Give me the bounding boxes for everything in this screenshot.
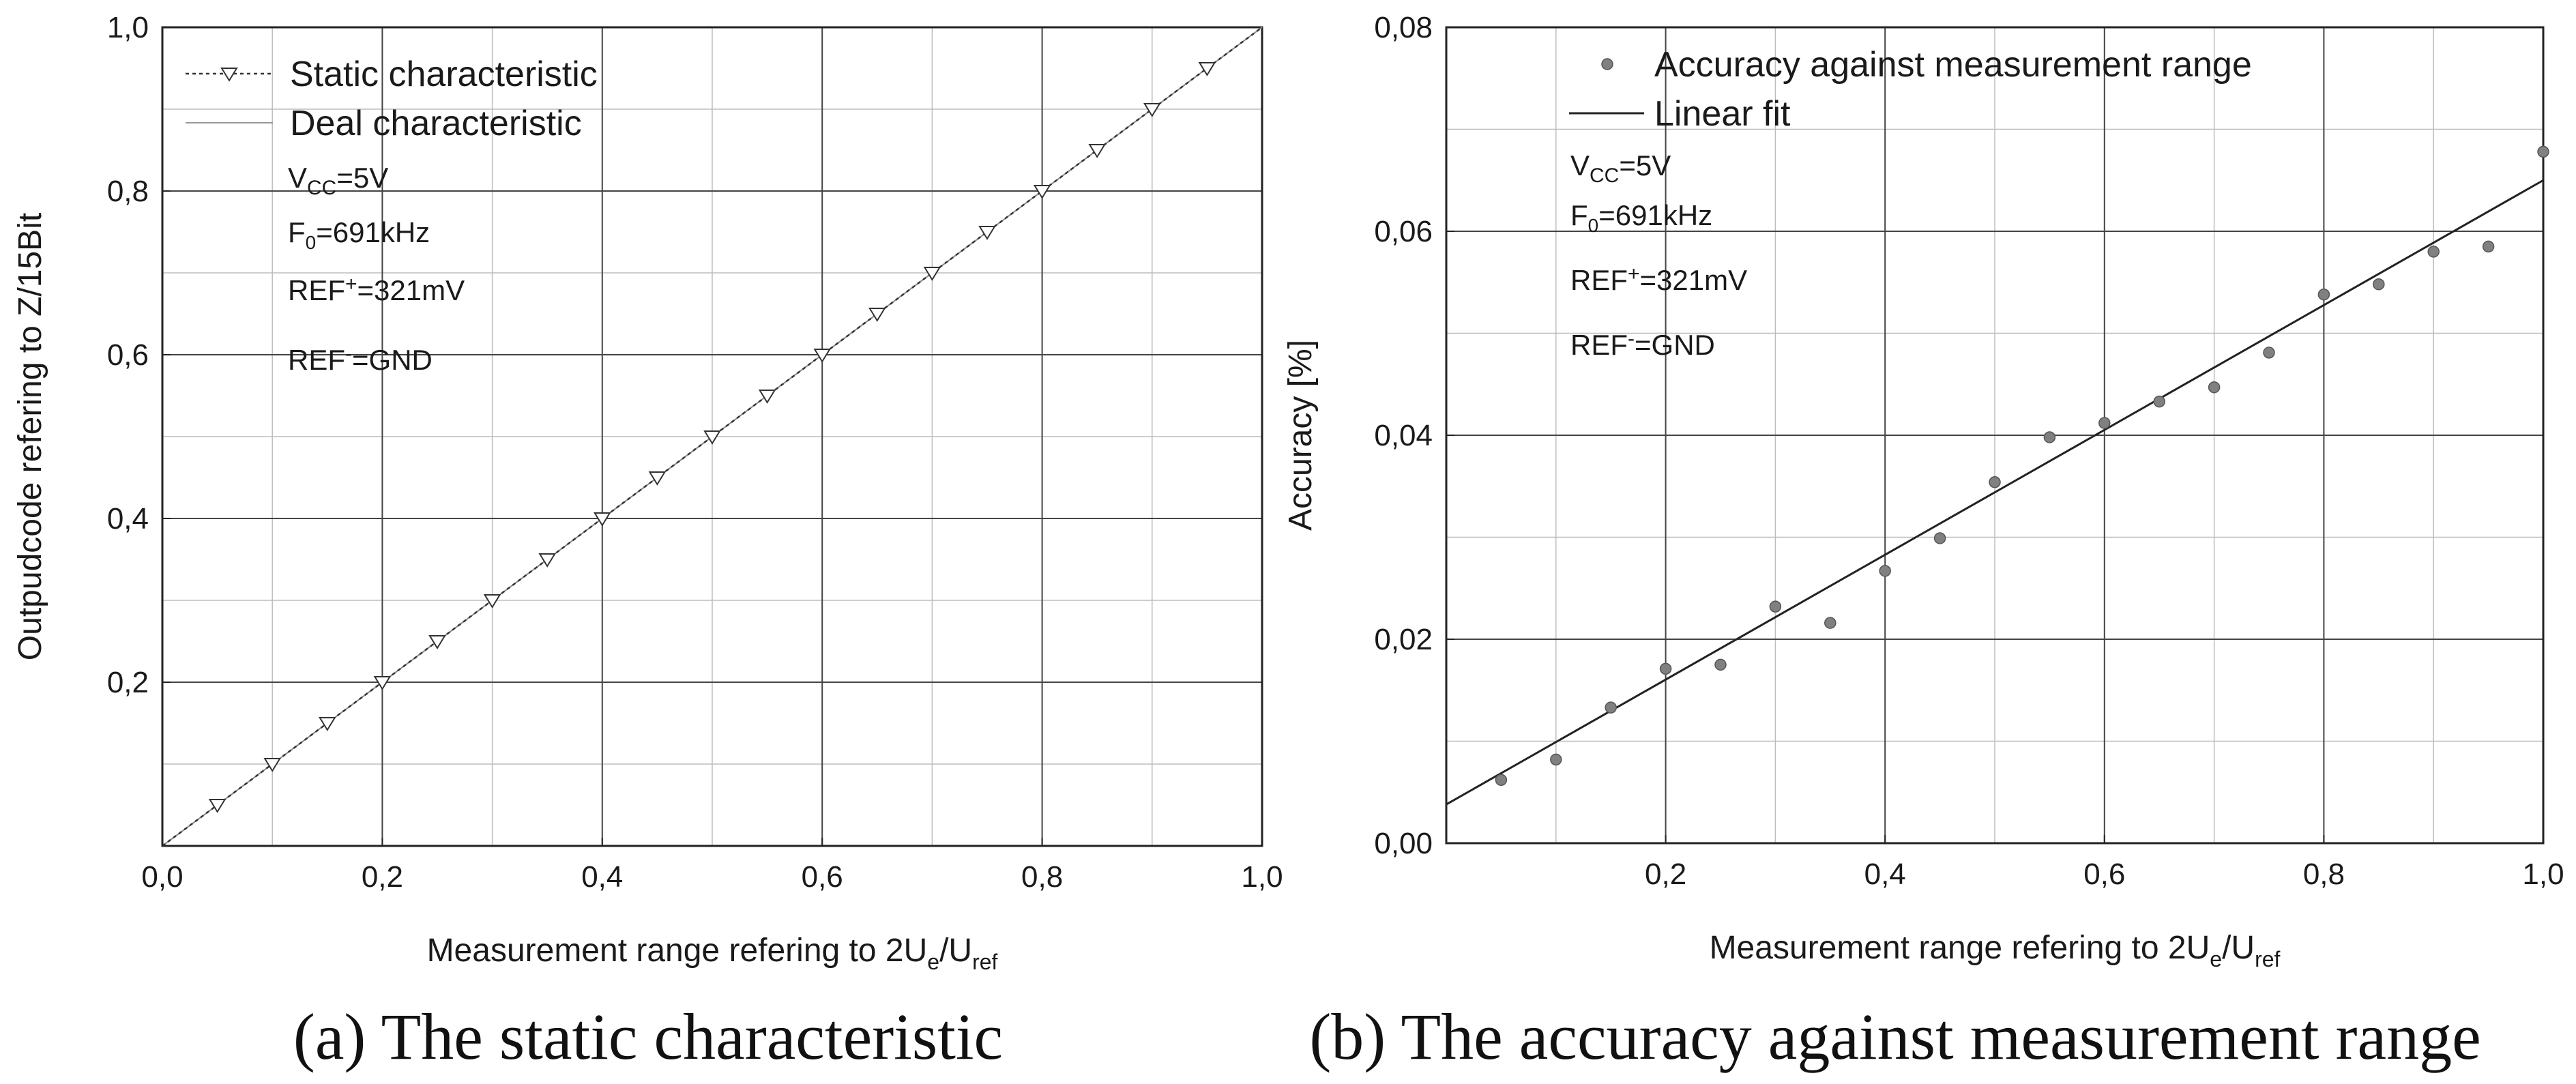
accuracy-point	[2153, 395, 2165, 408]
param-ref-plus: REF+=321mV	[1570, 263, 1747, 296]
chart-a-static-series	[162, 26, 1263, 847]
static-point	[1088, 144, 1106, 158]
static-point	[1198, 62, 1216, 76]
chart-a: 0,0 0,2 0,4 0,6 0,8 1,0 0,2 0,4 0,6 0,8 1,0 Stati…	[12, 11, 1283, 1073]
accuracy-point	[1659, 662, 1672, 675]
static-point	[648, 471, 667, 486]
chart-b-y-axis-label: Accuracy [%]	[1283, 340, 1319, 531]
accuracy-point	[1824, 617, 1836, 629]
param-f0: F0=691kHz	[288, 216, 430, 253]
chart-a-x-ticks: 0,0 0,2 0,4 0,6 0,8 1,0	[141, 838, 1283, 894]
y-tick-label: 0,6	[107, 338, 149, 372]
param-vcc: VCC=5V	[288, 162, 388, 199]
param-ref-plus: REF+=321mV	[288, 273, 465, 306]
x-tick-label: 0,0	[141, 860, 183, 894]
static-point	[1143, 103, 1161, 117]
x-tick-label: 0,2	[1645, 858, 1686, 891]
accuracy-point	[1495, 774, 1508, 787]
param-f0: F0=691kHz	[1570, 199, 1712, 236]
legend-static-marker	[220, 68, 238, 82]
accuracy-point	[2043, 431, 2056, 443]
legend-ideal-label: Deal characteristic	[290, 104, 582, 143]
accuracy-point	[2482, 240, 2495, 253]
x-tick-label: 1,0	[2522, 858, 2564, 891]
y-tick-label: 0,02	[1374, 623, 1433, 656]
static-point	[758, 390, 776, 404]
chart-a-grid	[162, 27, 1262, 846]
x-tick-label: 0,6	[802, 860, 843, 894]
accuracy-point	[1989, 476, 2001, 488]
y-tick-label: 0,00	[1374, 827, 1433, 860]
accuracy-point	[1550, 753, 1562, 766]
chart-a-y-axis-label: Outpudcode refering to Z/15Bit	[12, 213, 48, 660]
legend-fit-label: Linear fit	[1654, 94, 1791, 134]
static-point	[1033, 185, 1051, 199]
accuracy-point	[2317, 288, 2330, 301]
chart-b-y-ticks: 0,00 0,02 0,04 0,06 0,08	[1374, 11, 1454, 860]
y-tick-label: 0,04	[1374, 419, 1433, 452]
static-point	[428, 635, 446, 649]
static-point	[868, 308, 886, 322]
accuracy-point	[2537, 145, 2549, 158]
legend-accuracy-marker	[1601, 58, 1613, 70]
accuracy-point	[1605, 701, 1617, 714]
accuracy-point	[1879, 565, 1891, 577]
x-tick-label: 0,8	[1021, 860, 1063, 894]
chart-b-accuracy-series	[1495, 145, 2549, 787]
static-point	[703, 430, 721, 445]
static-point	[263, 758, 281, 772]
y-tick-label: 0,8	[107, 175, 149, 208]
y-tick-label: 0,06	[1374, 215, 1433, 248]
accuracy-point	[1769, 600, 1782, 613]
accuracy-point	[2208, 381, 2221, 394]
accuracy-point	[1714, 658, 1727, 671]
chart-a-y-ticks: 0,2 0,4 0,6 0,8 1,0	[107, 11, 171, 699]
static-point	[813, 349, 831, 363]
chart-a-x-axis-label: Measurement range refering to 2Ue/Uref	[427, 933, 998, 974]
accuracy-point	[2263, 347, 2275, 359]
static-point	[594, 512, 611, 527]
legend-static-label: Static characteristic	[290, 55, 598, 94]
chart-b-legend: Accuracy against measurement range Linea…	[1569, 45, 2252, 134]
chart-b-caption: (b) The accuracy against measurement ran…	[1309, 1000, 2480, 1073]
static-point	[978, 226, 996, 240]
chart-a-params: VCC=5V F0=691kHz REF+=321mV REF-=GND	[288, 162, 465, 376]
accuracy-point	[2427, 246, 2440, 258]
y-tick-label: 0,2	[107, 666, 149, 699]
accuracy-point	[2373, 278, 2385, 291]
static-point	[208, 799, 226, 813]
chart-b-params: VCC=5V F0=691kHz REF+=321mV REF-=GND	[1570, 149, 1747, 361]
chart-b: 0,2 0,4 0,6 0,8 1,0 0,00 0,02 0,04 0,06 0,08 Acc…	[1283, 11, 2564, 1073]
y-tick-label: 1,0	[107, 11, 149, 44]
static-point	[923, 267, 941, 281]
y-tick-label: 0,4	[107, 502, 149, 536]
accuracy-point	[1933, 532, 1946, 544]
x-tick-label: 0,2	[362, 860, 403, 894]
param-vcc: VCC=5V	[1570, 149, 1671, 187]
chart-b-grid	[1446, 27, 2543, 843]
chart-b-x-axis-label: Measurement range refering to 2Ue/Uref	[1710, 930, 2281, 971]
x-tick-label: 0,6	[2083, 858, 2125, 891]
chart-a-legend: Static characteristic Deal characteristi…	[186, 55, 598, 143]
y-tick-label: 0,08	[1374, 11, 1433, 44]
fit-line	[1446, 179, 2544, 806]
x-tick-label: 1,0	[1241, 860, 1283, 894]
static-point	[483, 594, 501, 609]
chart-b-x-ticks: 0,2 0,4 0,6 0,8 1,0	[1645, 835, 2564, 891]
x-tick-label: 0,4	[581, 860, 623, 894]
param-ref-minus: REF-=GND	[288, 342, 433, 376]
accuracy-point	[2098, 417, 2111, 429]
legend-accuracy-label: Accuracy against measurement range	[1654, 45, 2252, 85]
static-point	[538, 553, 556, 568]
chart-a-frame	[161, 26, 1263, 847]
x-tick-label: 0,8	[2303, 858, 2345, 891]
param-ref-minus: REF-=GND	[1570, 327, 1715, 361]
chart-a-caption: (a) The static characteristic	[293, 1000, 1003, 1073]
x-tick-label: 0,4	[1864, 858, 1906, 891]
chart-b-fit-series	[1446, 179, 2544, 806]
static-point	[373, 676, 392, 690]
static-point	[319, 717, 336, 731]
